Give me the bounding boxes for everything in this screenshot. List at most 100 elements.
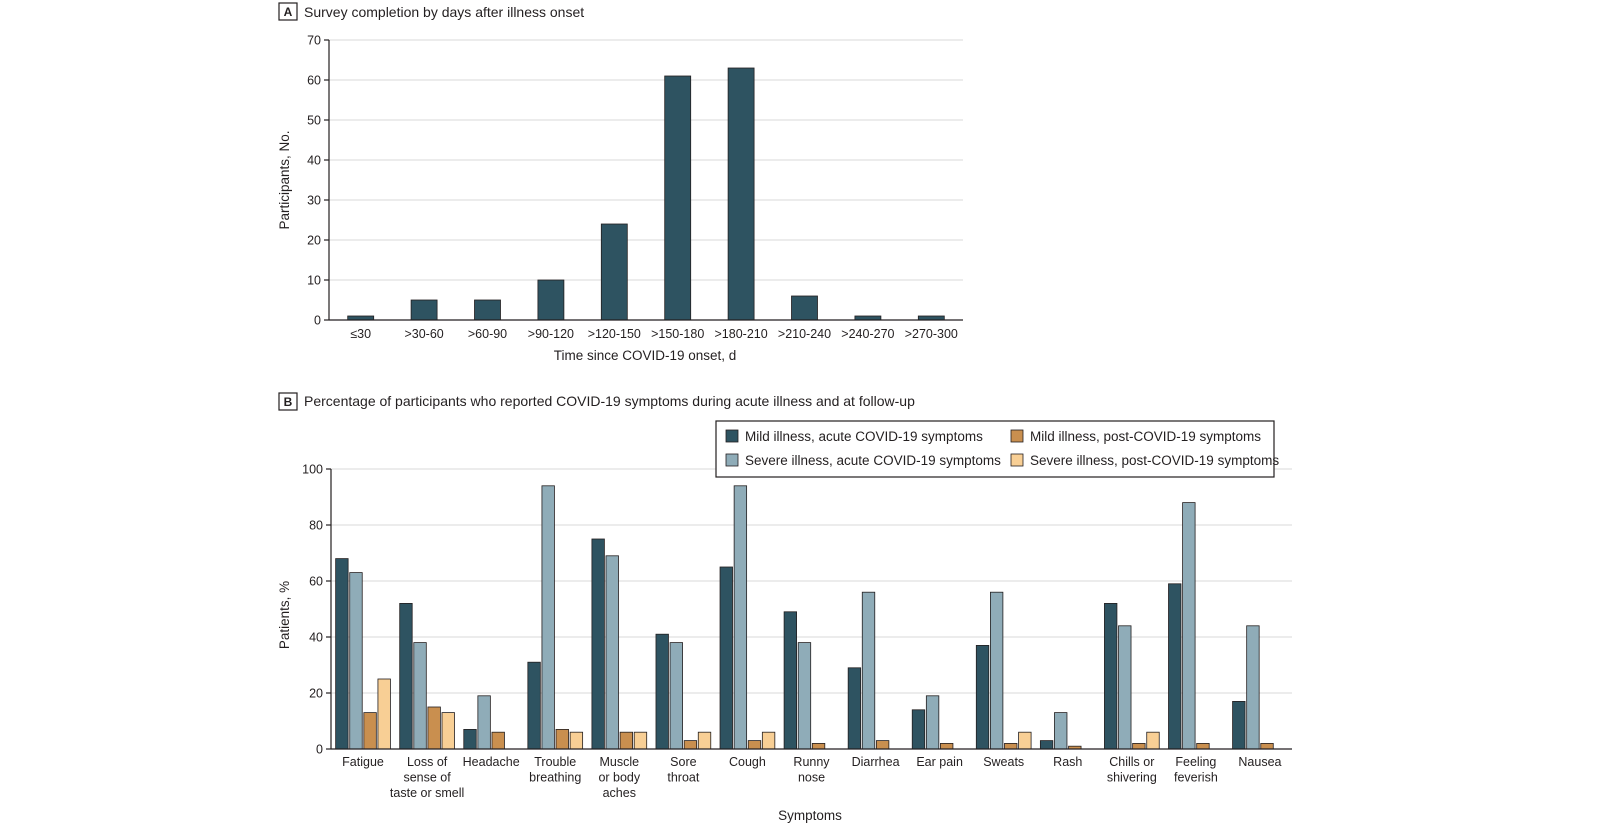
a-x-tick-label-210-240: >210-240 <box>778 327 831 341</box>
legend-box <box>715 420 1275 478</box>
b-x-tick-label-sore-throat: Sore throat <box>667 755 699 785</box>
panel-b-y-tick-labels: 0 20 40 60 80 100 <box>302 463 331 757</box>
panel-a-y-axis-title: Participants, No. <box>277 130 292 229</box>
b-x-tick-label-line: Nausea <box>1238 755 1281 769</box>
panel-a-gridlines <box>329 39 963 281</box>
panel-b-x-tick-labels: Fatigue Loss of sense of taste or smell Head… <box>342 755 1281 800</box>
legend-swatch-mild-post <box>1010 429 1024 443</box>
panel-a-letter-box <box>278 2 298 21</box>
b-x-tick-label-line: Cough <box>729 755 766 769</box>
b-y-tick-label-80: 80 <box>309 519 323 533</box>
b-bar-trouble-breathing-series-1 <box>527 661 541 750</box>
a-bar-150-180 <box>664 75 692 321</box>
b-bar-muscle-or-body-aches-series-4 <box>633 731 648 750</box>
b-bar-loss-of-sense-of-taste-or-smell-series-4 <box>441 712 455 750</box>
b-bar-sweats-series-2 <box>990 591 1004 750</box>
b-y-tick-label-60: 60 <box>309 575 323 589</box>
b-x-tick-label-line: Runny <box>793 755 830 769</box>
a-y-tick-label-70: 70 <box>307 34 321 48</box>
a-y-tick-label-20: 20 <box>307 234 321 248</box>
b-bar-fatigue-series-4 <box>377 678 391 750</box>
b-x-tick-label-line: taste or smell <box>390 786 464 800</box>
b-bar-ear-pain-series-2 <box>925 695 940 750</box>
panel-b-title: Percentage of participants who reported … <box>304 393 915 409</box>
b-x-tick-label-line: Trouble <box>534 755 576 769</box>
a-x-tick-label-60-90: >60-90 <box>468 327 507 341</box>
b-x-tick-label-line: breathing <box>529 771 581 785</box>
a-x-tick-label-30: ≤30 <box>350 327 371 341</box>
b-x-tick-label-line: Feeling <box>1175 755 1216 769</box>
b-x-tick-label-line: Ear pain <box>916 755 963 769</box>
b-bar-headache-series-3 <box>491 731 505 750</box>
b-bar-cough-series-1 <box>719 566 733 750</box>
legend-swatch-mild-acute <box>725 429 739 443</box>
b-bar-fatigue-series-3 <box>363 712 377 750</box>
a-bar-120-150 <box>600 223 628 321</box>
a-y-tick-label-10: 10 <box>307 274 321 288</box>
panel-a-x-tick-labels: ≤30 >30-60 >60-90 >90-120 >120-150 >150-180 >1… <box>350 327 958 341</box>
panel-b-bar-chart: B Percentage of participants who reporte… <box>277 392 1292 823</box>
b-bar-chills-or-shivering-series-3 <box>1132 743 1146 750</box>
b-bar-feeling-feverish-series-3 <box>1196 743 1210 750</box>
b-bar-fatigue-series-1 <box>335 558 349 750</box>
a-x-tick-label-120-150: >120-150 <box>588 327 641 341</box>
b-bar-chills-or-shivering-series-4 <box>1146 731 1160 750</box>
a-x-tick-label-150-180: >150-180 <box>651 327 704 341</box>
b-x-tick-label-trouble-breathing: Trouble breathing <box>529 755 581 785</box>
panel-b-y-axis-title: Patients, % <box>277 581 292 649</box>
panel-a-x-axis-title: Time since COVID-19 onset, d <box>554 348 737 363</box>
legend-swatch-severe-post <box>1010 453 1024 467</box>
panel-a-bar-chart: A Survey completion by days after illnes… <box>277 2 963 363</box>
b-bar-diarrhea-series-2 <box>861 591 876 750</box>
a-x-tick-label-30-60: >30-60 <box>404 327 443 341</box>
b-x-tick-label-line: Sweats <box>983 755 1024 769</box>
a-bar-210-240 <box>791 295 818 321</box>
b-x-tick-label-nausea: Nausea <box>1238 755 1281 769</box>
a-bar-90-120 <box>537 279 565 321</box>
legend-label-mild-acute: Mild illness, acute COVID-19 symptoms <box>745 429 983 444</box>
panel-b-bars <box>335 485 1274 750</box>
legend-label-severe-acute: Severe illness, acute COVID-19 symptoms <box>745 453 1001 468</box>
panel-a-title: Survey completion by days after illness … <box>304 4 584 20</box>
a-bar-30-60 <box>410 299 438 321</box>
b-bar-headache-series-2 <box>477 695 491 750</box>
b-bar-rash-series-1 <box>1039 740 1054 750</box>
b-bar-ear-pain-series-3 <box>940 743 954 750</box>
legend-label-severe-post: Severe illness, post-COVID-19 symptoms <box>1030 453 1279 468</box>
b-bar-sweats-series-3 <box>1004 743 1018 750</box>
b-x-tick-label-line: aches <box>603 786 636 800</box>
b-y-tick-label-20: 20 <box>309 687 323 701</box>
b-bar-sore-throat-series-4 <box>697 731 712 750</box>
b-x-tick-label-feeling-feverish: Feeling feverish <box>1174 755 1218 785</box>
b-bar-muscle-or-body-aches-series-1 <box>591 538 605 750</box>
b-bar-nausea-series-1 <box>1232 701 1246 750</box>
b-bar-sweats-series-4 <box>1018 731 1032 750</box>
b-bar-runny-nose-series-3 <box>811 743 826 750</box>
a-y-tick-label-50: 50 <box>307 114 321 128</box>
a-bar-180-210 <box>727 67 755 321</box>
b-x-tick-label-line: sense of <box>403 771 451 785</box>
b-x-tick-label-line: Sore <box>670 755 696 769</box>
b-x-tick-label-line: or body <box>598 771 640 785</box>
b-bar-muscle-or-body-aches-series-2 <box>605 555 619 750</box>
a-x-tick-label-240-270: >240-270 <box>841 327 894 341</box>
b-bar-trouble-breathing-series-3 <box>555 729 569 750</box>
a-x-tick-label-90-120: >90-120 <box>528 327 574 341</box>
legend-swatch-severe-acute <box>725 453 739 467</box>
b-x-tick-label-line: Diarrhea <box>852 755 900 769</box>
legend-label-mild-post: Mild illness, post-COVID-19 symptoms <box>1030 429 1261 444</box>
a-y-tick-label-60: 60 <box>307 74 321 88</box>
b-x-tick-label-muscle-or-body-aches: Muscle or body aches <box>598 755 640 800</box>
b-y-tick-label-0: 0 <box>316 743 323 757</box>
a-y-tick-label-30: 30 <box>307 194 321 208</box>
b-bar-loss-of-sense-of-taste-or-smell-series-2 <box>413 642 427 750</box>
b-bar-cough-series-3 <box>747 740 762 750</box>
b-bar-diarrhea-series-1 <box>847 667 862 750</box>
panel-b-x-axis-title: Symptoms <box>778 808 842 823</box>
b-x-tick-label-ear-pain: Ear pain <box>916 755 963 769</box>
b-x-tick-label-diarrhea: Diarrhea <box>852 755 900 769</box>
a-x-tick-label-270-300: >270-300 <box>905 327 958 341</box>
b-bar-nausea-series-3 <box>1260 743 1274 750</box>
b-bar-feeling-feverish-series-2 <box>1182 502 1196 750</box>
b-bar-ear-pain-series-1 <box>911 709 926 750</box>
